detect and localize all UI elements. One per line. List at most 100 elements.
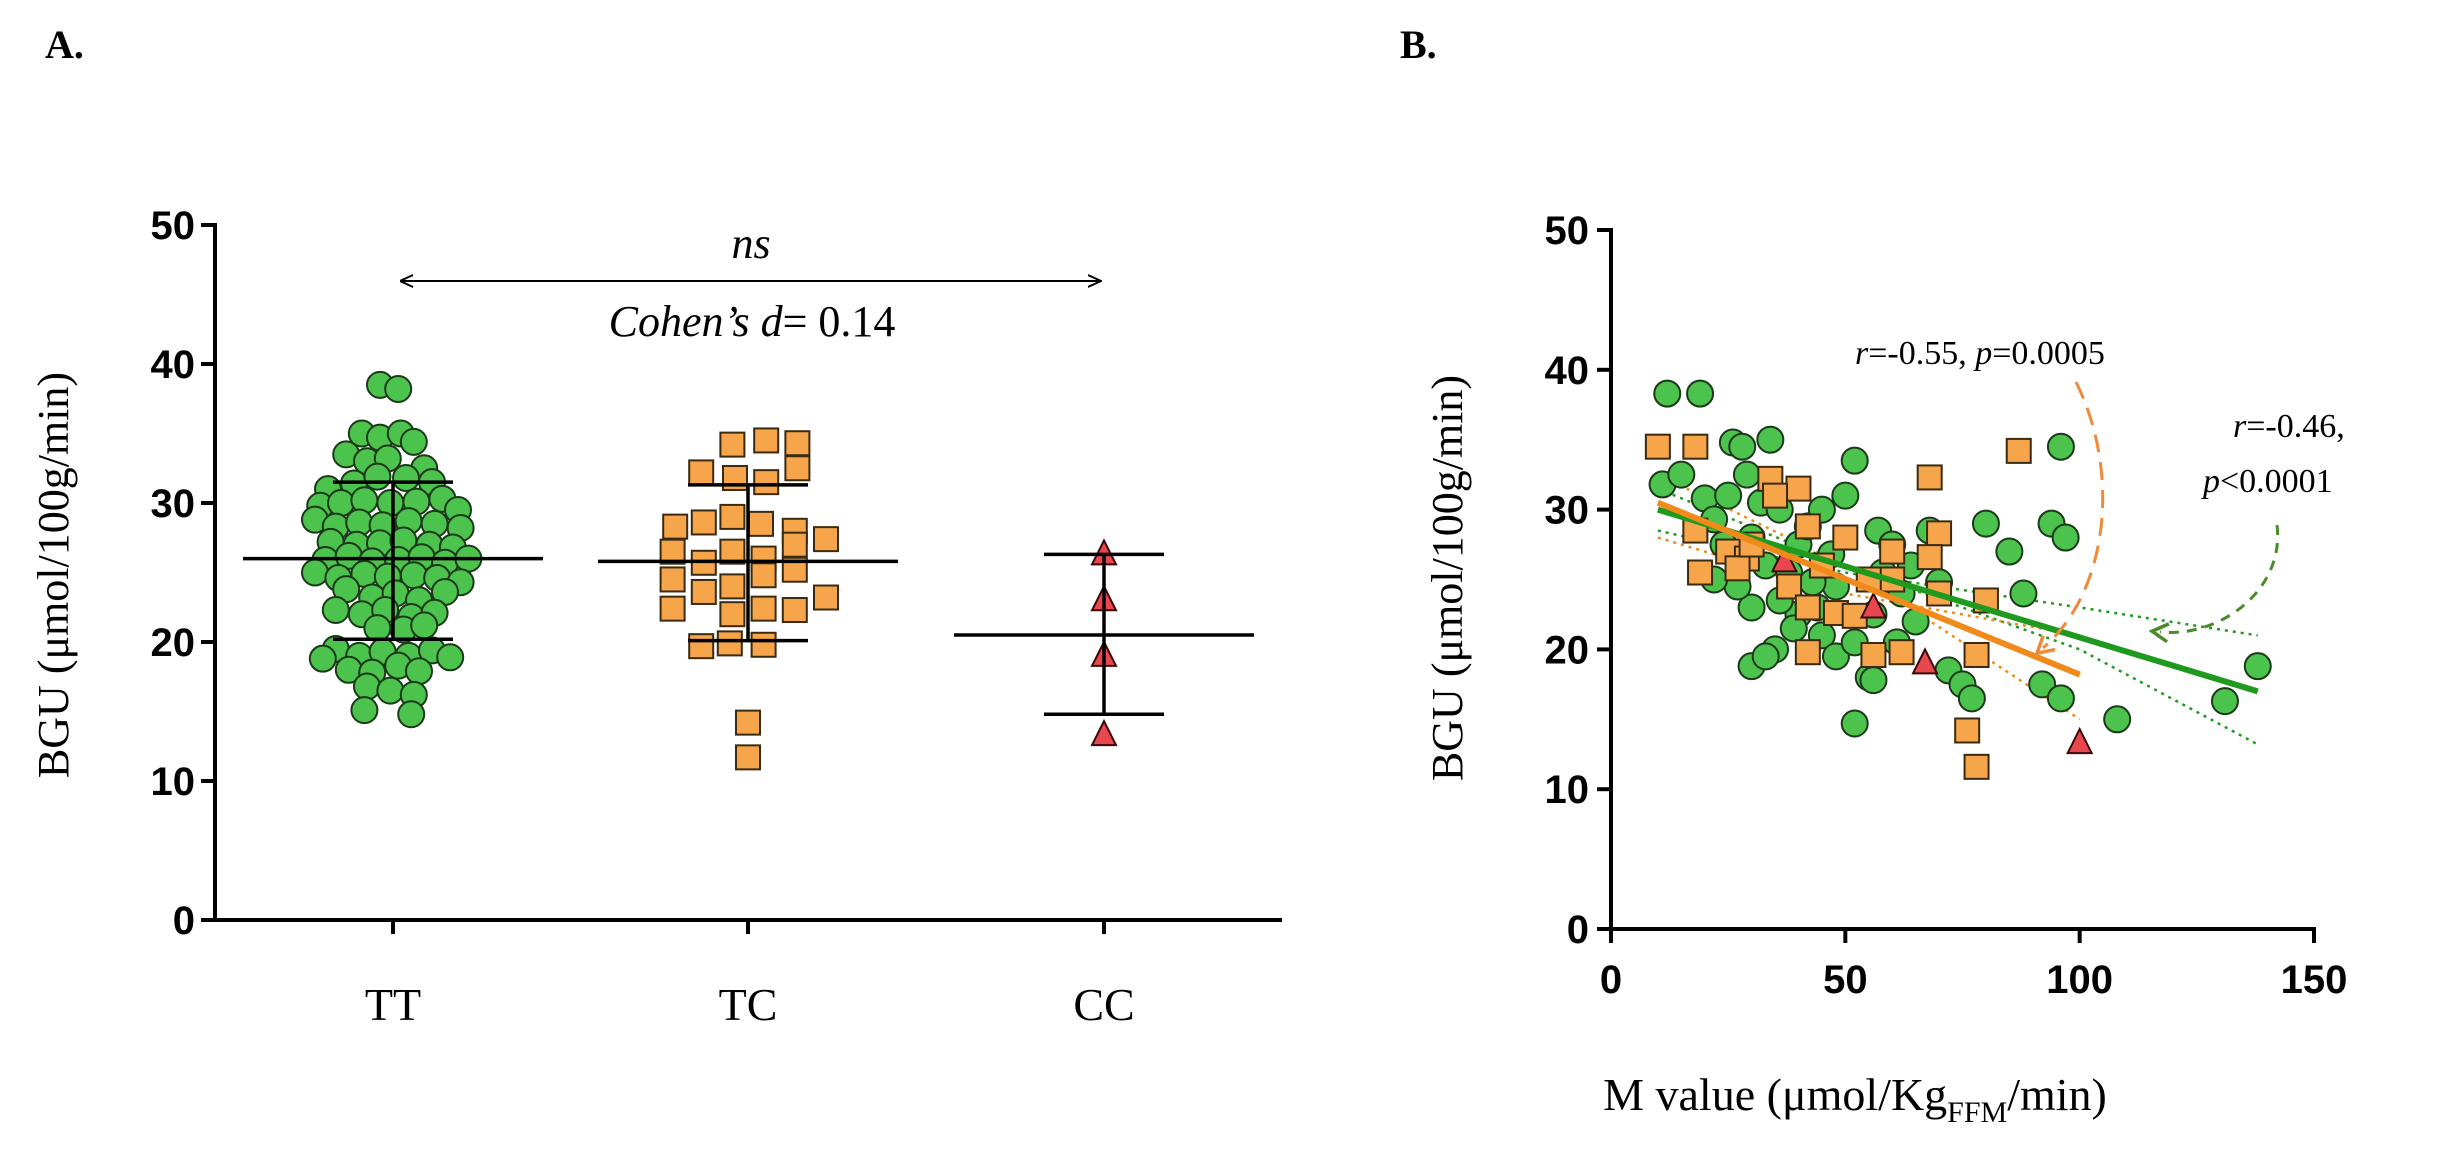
- point-tc: [784, 430, 811, 457]
- point-tc: [688, 633, 715, 660]
- tt-r-value: =-0.46,: [2246, 408, 2345, 445]
- point-cc: [2066, 726, 2094, 755]
- point-tc: [1644, 433, 1671, 460]
- point-tt: [1840, 709, 1869, 738]
- point-tt: [1756, 425, 1785, 454]
- panel-b-x-tick-label: 150: [2281, 958, 2348, 1002]
- point-tc: [750, 562, 777, 589]
- panel-a-y-tick-label: 30: [151, 482, 196, 526]
- panel-a-y-tick-label: 20: [151, 621, 196, 665]
- point-tt: [353, 672, 381, 701]
- point-tt: [308, 644, 337, 673]
- point-tc: [1879, 538, 1906, 565]
- panel-b-x-tick-label: 50: [1823, 958, 1868, 1002]
- panel-b-points: [1644, 379, 2272, 780]
- point-tt: [350, 696, 379, 725]
- point-tt: [1957, 684, 1986, 713]
- panel-b-y-tick-label: 20: [1545, 628, 1590, 672]
- panel-a: A. BGU (μmol/100g/min) 0 10 20 30 40 50 TT TC C…: [29, 22, 1282, 1030]
- x-axis-label-end: /min): [2007, 1069, 2107, 1120]
- panel-a-mean-sd-bars: [243, 480, 1254, 717]
- point-tc: [1916, 544, 1943, 571]
- regression-line-tc: [1656, 499, 2081, 678]
- point-tt: [2103, 705, 2132, 734]
- point-tt: [2028, 670, 2057, 699]
- point-tt: [1831, 481, 1860, 510]
- point-tc: [813, 584, 839, 611]
- point-tc: [1926, 520, 1953, 547]
- point-tc: [659, 566, 686, 593]
- tt-p-value: <0.0001: [2220, 463, 2333, 500]
- panel-b-regression-lines: [1656, 499, 2259, 695]
- panel-a-points: [301, 370, 1118, 771]
- point-tt: [397, 700, 426, 729]
- point-tc: [813, 526, 839, 553]
- point-tc: [750, 595, 777, 622]
- tc-p-label: p: [1973, 335, 1992, 372]
- panel-b: B. BGU (μmol/100g/min) 0 10 20 30 40 50 0 50 100…: [1400, 22, 2347, 1129]
- panel-b-y-tick-label: 10: [1545, 768, 1590, 812]
- panel-b-y-axis-label: BGU (μmol/100g/min): [1423, 375, 1472, 781]
- cohens-d-symbol: d: [761, 297, 784, 346]
- point-tc: [781, 597, 808, 624]
- point-tt: [1653, 379, 1682, 408]
- point-tc: [719, 573, 746, 600]
- point-tc: [735, 744, 761, 771]
- point-tc: [1860, 641, 1887, 668]
- point-tc: [719, 503, 746, 530]
- point-tc: [784, 455, 811, 482]
- point-tc: [750, 631, 777, 658]
- tt-p-annotation: p<0.0001: [2201, 463, 2333, 500]
- category-label-tt: TT: [365, 979, 421, 1030]
- point-tt: [2051, 523, 2080, 552]
- point-tc: [1682, 433, 1709, 460]
- tc-r-value: =-0.55,: [1868, 335, 1975, 372]
- point-cc: [1859, 591, 1888, 619]
- panel-a-label: A.: [45, 22, 84, 67]
- point-tt: [399, 427, 428, 456]
- panel-b-x-axis-label: M value (μmol/KgFFM/min): [1603, 1069, 2107, 1129]
- point-tc: [735, 709, 761, 736]
- panel-a-y-tick-label: 0: [173, 899, 195, 943]
- tc-correlation-label: r=-0.55, p=0.0005: [1855, 335, 2105, 372]
- point-tt: [1821, 642, 1850, 671]
- point-tt: [1751, 642, 1780, 671]
- x-axis-label-main: M value (μmol/Kg: [1603, 1069, 1947, 1120]
- tc-annotation-arrow: [2034, 381, 2105, 656]
- point-tc: [753, 469, 780, 496]
- tt-annotation-arrow: [2148, 524, 2280, 644]
- point-tt: [1840, 446, 1869, 475]
- point-tc: [719, 431, 746, 458]
- point-tt: [1714, 481, 1743, 510]
- point-tc: [659, 595, 686, 622]
- panel-b-y-tick-label: 30: [1545, 489, 1590, 533]
- point-tc: [1832, 524, 1859, 551]
- point-tc: [1963, 641, 1990, 668]
- point-tc: [1794, 513, 1821, 540]
- point-tc: [2005, 437, 2032, 464]
- panel-a-y-tick-label: 40: [151, 343, 196, 387]
- category-label-cc: CC: [1073, 979, 1134, 1030]
- panel-b-y-tick-label: 50: [1545, 209, 1590, 253]
- point-tt: [1728, 432, 1757, 461]
- tc-p-value: =0.0005: [1992, 335, 2105, 372]
- point-tt: [405, 657, 433, 686]
- panel-b-axes: [1597, 228, 2316, 943]
- panel-a-y-tick-label: 10: [151, 760, 196, 804]
- point-tt: [1859, 666, 1888, 695]
- point-tc: [1954, 717, 1981, 744]
- point-tc: [1794, 594, 1821, 621]
- point-tt: [410, 611, 439, 640]
- point-tc: [1916, 464, 1943, 491]
- point-tc: [1785, 475, 1812, 502]
- point-tc: [690, 509, 717, 536]
- point-tt: [363, 462, 392, 491]
- point-tt: [321, 596, 350, 625]
- point-tt: [2046, 684, 2075, 713]
- panel-b-x-tick-label: 0: [1600, 958, 1622, 1002]
- point-tc: [1963, 753, 1990, 780]
- regression-line-tt: [1656, 506, 2259, 695]
- point-tc: [1762, 482, 1789, 509]
- cohens-d-value: = 0.14: [783, 297, 896, 346]
